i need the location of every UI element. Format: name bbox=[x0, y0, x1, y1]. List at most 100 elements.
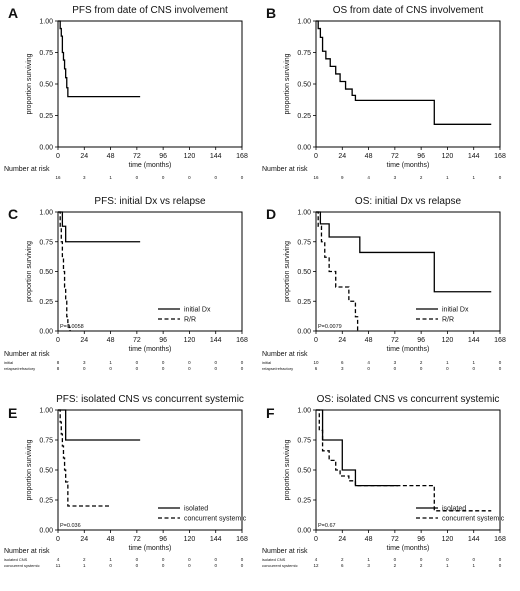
y-tick-label: 0.00 bbox=[39, 528, 53, 535]
y-tick-label: 0.75 bbox=[39, 438, 53, 445]
risk-value: 1 bbox=[472, 175, 475, 180]
x-tick-label: 72 bbox=[133, 536, 141, 543]
plot-frame bbox=[57, 211, 243, 332]
x-axis-label: time (months) bbox=[129, 545, 172, 552]
risk-value: 1 bbox=[83, 563, 86, 568]
risk-value: 8 bbox=[57, 366, 60, 371]
risk-value: 9 bbox=[341, 175, 344, 180]
y-tick-label: 1.00 bbox=[297, 19, 311, 26]
risk-value: 0 bbox=[136, 366, 139, 371]
y-tick-label: 0.75 bbox=[297, 50, 311, 57]
risk-value: 0 bbox=[136, 563, 139, 568]
x-tick-label: 0 bbox=[56, 337, 60, 344]
x-tick-label: 144 bbox=[210, 536, 222, 543]
x-tick-label: 72 bbox=[391, 153, 399, 160]
risk-value: 3 bbox=[83, 175, 86, 180]
chart-title: OS from date of CNS involvement bbox=[333, 5, 484, 16]
plot-frame bbox=[57, 409, 243, 531]
x-tick-label: 120 bbox=[442, 337, 454, 344]
risk-value: 0 bbox=[499, 366, 502, 371]
x-tick-label: 72 bbox=[133, 153, 141, 160]
x-tick-label: 168 bbox=[236, 536, 248, 543]
x-tick-label: 96 bbox=[159, 536, 167, 543]
x-tick-label: 168 bbox=[236, 337, 248, 344]
y-tick-label: 0.50 bbox=[39, 269, 53, 276]
panel-letter: A bbox=[8, 5, 18, 21]
risk-row-label: initial bbox=[4, 360, 13, 365]
x-tick-label: 48 bbox=[365, 153, 373, 160]
risk-table-title: Number at risk bbox=[4, 351, 50, 358]
x-axis-label: time (months) bbox=[387, 162, 430, 169]
risk-row-label: isolated CNS bbox=[262, 557, 286, 562]
risk-value: 0 bbox=[214, 360, 217, 365]
x-tick-label: 168 bbox=[494, 536, 506, 543]
risk-value: 3 bbox=[394, 360, 397, 365]
y-tick-label: 0.75 bbox=[39, 50, 53, 57]
p-value: P=0.67 bbox=[318, 523, 336, 529]
y-tick-label: 0.00 bbox=[297, 145, 311, 152]
y-tick-label: 0.25 bbox=[39, 113, 53, 120]
risk-table-title: Number at risk bbox=[4, 548, 50, 555]
risk-value: 0 bbox=[241, 360, 244, 365]
x-tick-label: 144 bbox=[210, 153, 222, 160]
km-curve-solid bbox=[316, 211, 492, 293]
y-tick-label: 0.00 bbox=[39, 145, 53, 152]
risk-table-title: Number at risk bbox=[4, 166, 50, 173]
x-tick-label: 96 bbox=[159, 337, 167, 344]
x-tick-label: 96 bbox=[417, 153, 425, 160]
risk-value: 2 bbox=[420, 563, 423, 568]
risk-value: 4 bbox=[367, 175, 370, 180]
risk-value: 16 bbox=[55, 175, 61, 180]
y-axis-label: proportion surviving bbox=[26, 241, 33, 302]
km-curve-dashed bbox=[316, 409, 492, 512]
y-tick-label: 0.00 bbox=[297, 528, 311, 535]
x-tick-label: 48 bbox=[107, 337, 115, 344]
legend-label: initial Dx bbox=[442, 307, 469, 314]
x-axis-label: time (months) bbox=[387, 545, 430, 552]
x-tick-label: 0 bbox=[314, 337, 318, 344]
risk-value: 1 bbox=[109, 175, 112, 180]
risk-value: 0 bbox=[241, 366, 244, 371]
risk-value: 0 bbox=[420, 557, 423, 562]
y-tick-label: 0.50 bbox=[297, 468, 311, 475]
risk-value: 0 bbox=[214, 557, 217, 562]
y-tick-label: 0.75 bbox=[39, 239, 53, 246]
risk-value: 3 bbox=[341, 366, 344, 371]
y-tick-label: 0.50 bbox=[297, 82, 311, 89]
risk-value: 0 bbox=[394, 366, 397, 371]
risk-value: 0 bbox=[394, 557, 397, 562]
x-tick-label: 48 bbox=[365, 536, 373, 543]
risk-value: 0 bbox=[499, 175, 502, 180]
risk-value: 1 bbox=[472, 563, 475, 568]
x-tick-label: 120 bbox=[442, 536, 454, 543]
risk-value: 0 bbox=[214, 175, 217, 180]
x-tick-label: 96 bbox=[417, 337, 425, 344]
risk-value: 12 bbox=[313, 563, 319, 568]
chart-title: OS: initial Dx vs relapse bbox=[355, 196, 462, 207]
risk-value: 2 bbox=[341, 557, 344, 562]
x-tick-label: 0 bbox=[56, 536, 60, 543]
risk-value: 0 bbox=[188, 557, 191, 562]
y-axis-label: proportion surviving bbox=[284, 53, 291, 114]
plot-frame bbox=[57, 20, 243, 148]
risk-value: 0 bbox=[162, 563, 165, 568]
x-tick-label: 96 bbox=[159, 153, 167, 160]
risk-value: 2 bbox=[420, 360, 423, 365]
risk-row-label: isolated CNS bbox=[4, 557, 28, 562]
risk-value: 0 bbox=[136, 175, 139, 180]
y-tick-label: 0.00 bbox=[39, 329, 53, 336]
legend-label: concurrent systemic bbox=[442, 516, 505, 523]
p-value: P=0.036 bbox=[60, 523, 81, 529]
x-tick-label: 144 bbox=[468, 536, 480, 543]
risk-value: 0 bbox=[109, 366, 112, 371]
y-tick-label: 1.00 bbox=[297, 210, 311, 217]
x-tick-label: 168 bbox=[494, 337, 506, 344]
legend-label: isolated bbox=[442, 506, 466, 513]
risk-value: 3 bbox=[394, 175, 397, 180]
y-axis-label: proportion surviving bbox=[284, 439, 291, 500]
risk-value: 0 bbox=[136, 360, 139, 365]
risk-value: 0 bbox=[188, 366, 191, 371]
km-curve-solid bbox=[58, 211, 141, 243]
risk-value: 3 bbox=[83, 360, 86, 365]
risk-value: 0 bbox=[367, 366, 370, 371]
